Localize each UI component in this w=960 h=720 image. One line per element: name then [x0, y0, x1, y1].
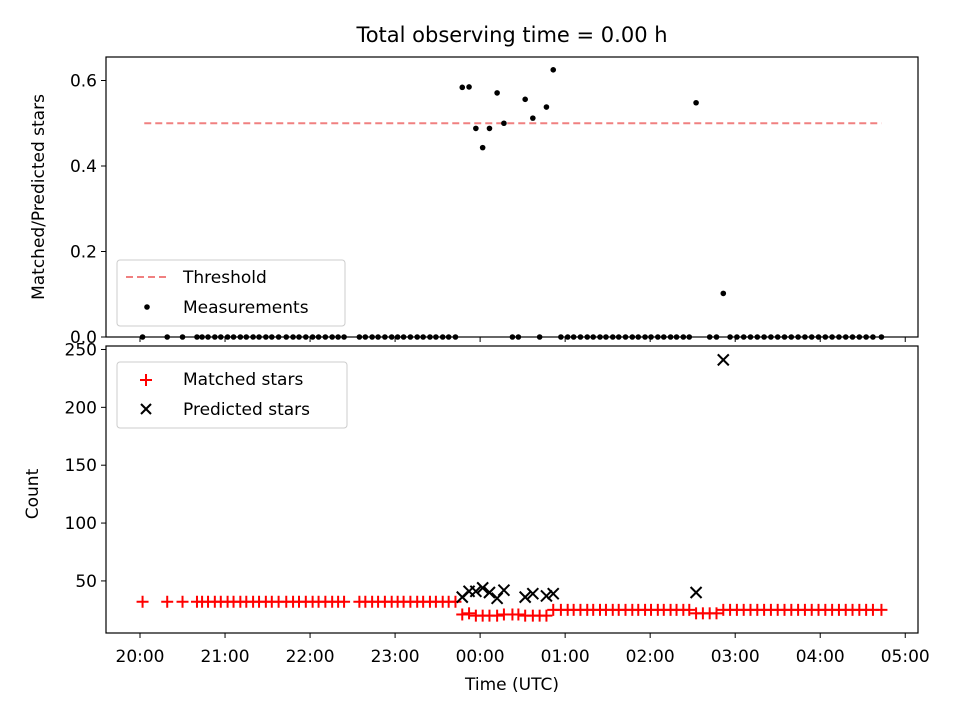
matched-legend-marker — [140, 374, 152, 386]
predicted-star-point — [483, 586, 496, 599]
predicted-star-stroke-b — [689, 586, 703, 599]
top-axes: 0.0 0.2 0.4 0.6 — [70, 56, 919, 348]
bottom-xtick-label: 03:00 — [711, 647, 760, 667]
top-ytick-label: 0.2 — [70, 243, 97, 263]
matched-star-point — [176, 595, 189, 608]
bottom-xtick-label: 20:00 — [116, 647, 165, 667]
threshold-legend-label: Threshold — [182, 268, 267, 288]
predicted-star-point — [518, 590, 532, 604]
measurement-point — [720, 290, 727, 297]
top-ytick-label: 0.4 — [70, 157, 97, 177]
bottom-ytick-label: 150 — [65, 456, 97, 476]
top-ylabel: Matched/Predicted stars — [29, 94, 49, 300]
bottom-xtick-label: 02:00 — [626, 647, 675, 667]
bottom-xtick-label: 04:00 — [796, 647, 845, 667]
predicted-star-point — [689, 586, 703, 599]
matched-star-point — [710, 607, 723, 620]
bottom-axes: 50 100 150 200 250 20:00 21:00 22:00 23:00 00:00 0… — [65, 340, 930, 667]
predicted-star-point — [526, 587, 540, 600]
measurements-legend-marker — [144, 304, 150, 310]
matched-star-point — [338, 595, 351, 608]
bottom-ytick-label: 50 — [75, 572, 97, 592]
predicted-star-point — [469, 585, 483, 598]
matched-star-point — [136, 595, 149, 608]
measurement-point — [473, 125, 479, 132]
measurement-point — [459, 84, 466, 91]
top-panel: Matched/Predicted stars 0.0 0.2 0.4 0.6 Thr… — [29, 56, 919, 348]
top-legend: Threshold Measurements — [116, 259, 346, 327]
bottom-panel: Count Time (UTC) 50 100 150 200 250 20:00 21:0… — [23, 340, 930, 695]
bottom-legend: Matched stars Predicted stars — [116, 361, 348, 429]
predicted-legend-marker — [140, 403, 152, 415]
predicted-star-point — [717, 353, 730, 367]
bottom-xtick-label: 21:00 — [201, 647, 250, 667]
measurement-point — [543, 104, 550, 110]
predicted-star-stroke-b — [476, 581, 489, 595]
bottom-xtick-label: 01:00 — [541, 647, 590, 667]
predicted-legend-label: Predicted stars — [183, 400, 310, 420]
predicted-star-point — [547, 587, 560, 600]
matched-star-point — [512, 608, 525, 621]
predicted-star-stroke-b — [540, 589, 553, 603]
top-plot-frame — [105, 56, 919, 338]
bottom-xtick-label: 22:00 — [286, 647, 335, 667]
bottom-legend-box — [116, 361, 348, 429]
bottom-ytick-label: 250 — [65, 340, 97, 360]
measurement-point — [486, 125, 493, 132]
matched-star-point — [540, 609, 553, 622]
matched-star-point — [463, 607, 476, 620]
bottom-ytick-label: 100 — [65, 514, 97, 534]
predicted-star-stroke-b — [717, 353, 730, 367]
bottom-ytick-label: 200 — [65, 398, 97, 418]
measurement-point — [466, 84, 472, 90]
matched-legend-label: Matched stars — [183, 370, 303, 390]
measurement-point — [494, 90, 500, 96]
bottom-xtick-label: 23:00 — [371, 647, 420, 667]
bottom-xtick-label: 00:00 — [456, 647, 505, 667]
measurement-point — [530, 115, 536, 121]
measurement-point — [522, 96, 528, 103]
predicted-star-stroke-b — [547, 587, 560, 600]
predicted-star-stroke-b — [483, 586, 496, 599]
measurement-point — [693, 99, 699, 106]
matched-star-point — [683, 603, 696, 616]
matched-star-point — [449, 595, 462, 608]
top-legend-box — [116, 259, 346, 327]
measurements-legend-label: Measurements — [183, 298, 309, 318]
bottom-ylabel: Count — [23, 468, 43, 519]
chart-title: Total observing time = 0.00 h — [355, 23, 667, 47]
predicted-star-point — [540, 589, 553, 603]
bottom-xtick-label: 05:00 — [881, 647, 930, 667]
top-ytick-label: 0.0 — [70, 328, 97, 348]
matched-star-point — [161, 595, 174, 608]
top-ytick-label: 0.6 — [70, 72, 97, 92]
bottom-xlabel: Time (UTC) — [464, 675, 559, 695]
matched-star-point — [456, 608, 469, 621]
predicted-star-point — [497, 583, 511, 597]
matched-star-point — [491, 609, 504, 622]
predicted-star-point — [476, 581, 489, 595]
predicted-star-stroke-b — [497, 583, 511, 597]
bottom-plot-frame — [105, 345, 919, 634]
predicted-star-stroke-b — [526, 587, 540, 600]
predicted-star-stroke-b — [518, 590, 532, 604]
matched-star-point — [875, 603, 888, 616]
measurement-point — [479, 144, 486, 151]
predicted-star-stroke-b — [469, 585, 483, 598]
bottom-marks — [136, 353, 888, 622]
measurement-point — [501, 120, 507, 127]
measurement-point — [550, 67, 557, 73]
